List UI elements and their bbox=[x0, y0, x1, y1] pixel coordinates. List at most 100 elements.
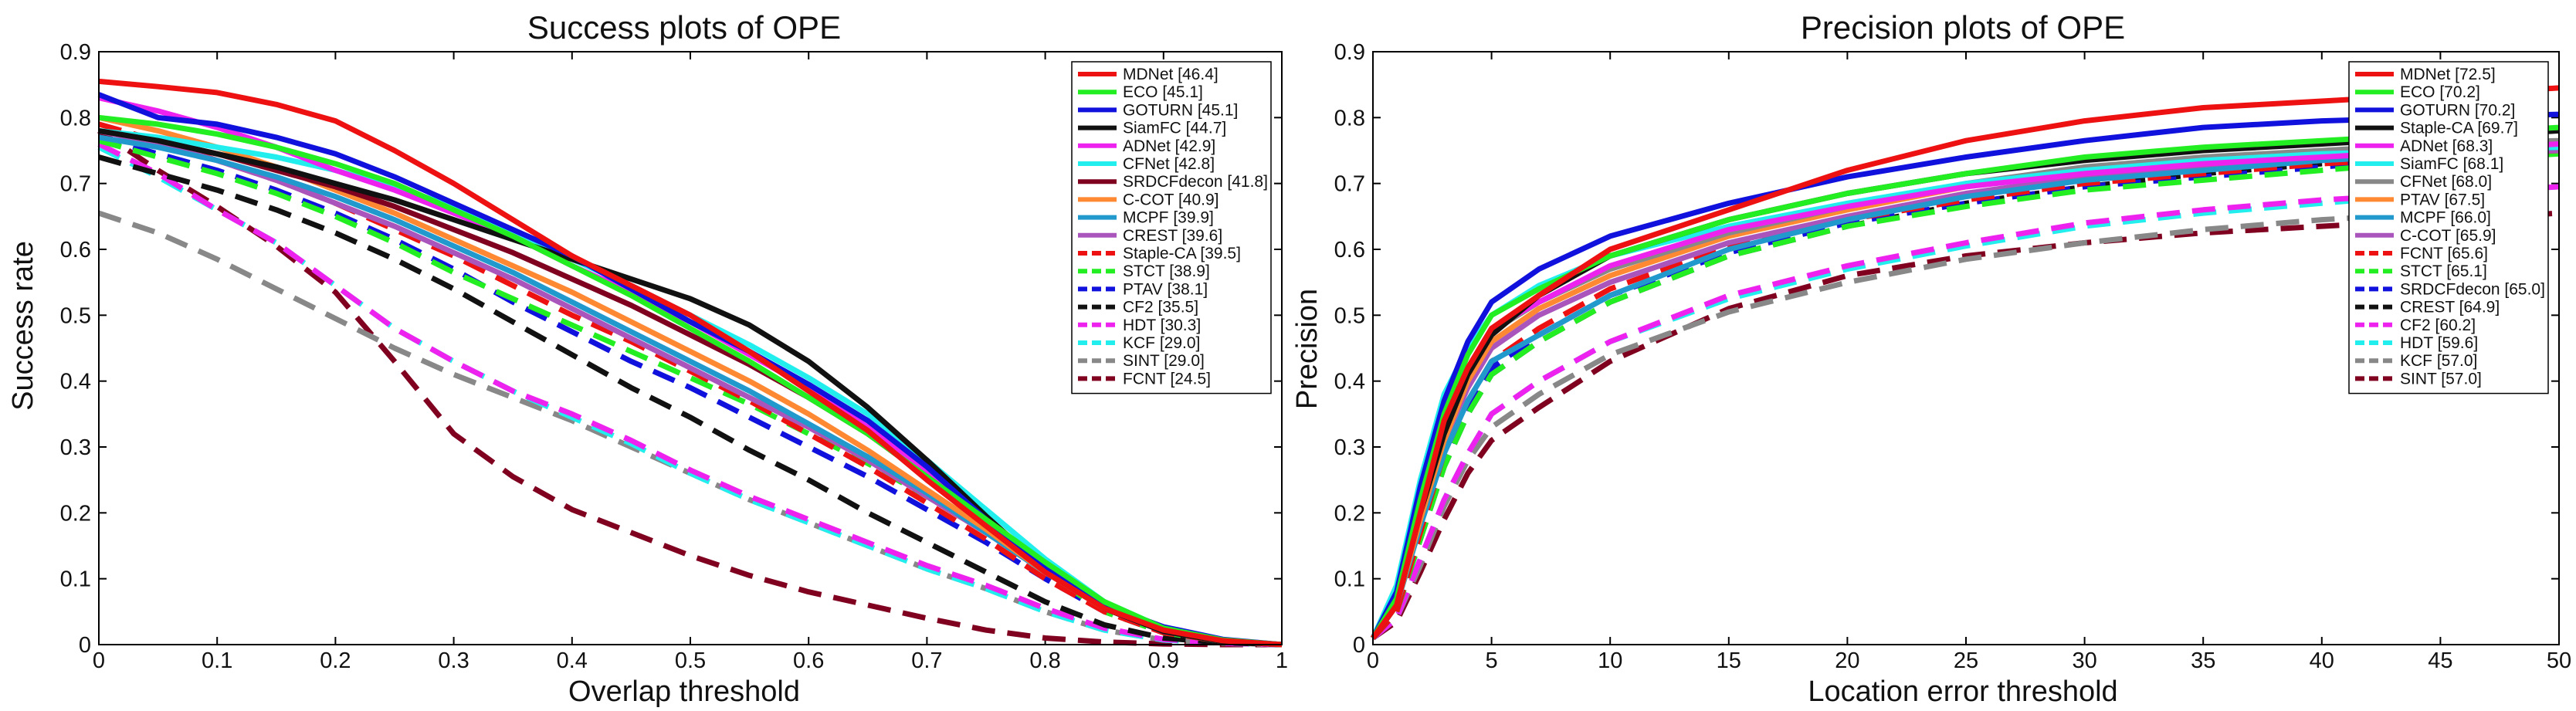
precision-series-line bbox=[1370, 111, 2560, 640]
precision-xtick-label: 0 bbox=[1367, 648, 1379, 673]
precision-legend-label: HDT [59.6] bbox=[2400, 334, 2478, 352]
success-xtick-label: 0.1 bbox=[202, 648, 232, 673]
success-legend-label: GOTURN [45.1] bbox=[1123, 101, 1238, 119]
precision-legend-label: SiamFC [68.1] bbox=[2400, 155, 2503, 173]
success-legend-label: MCPF [39.9] bbox=[1123, 209, 1214, 227]
precision-series-line bbox=[1371, 85, 2560, 640]
success-series-line bbox=[97, 128, 1282, 648]
precision-legend-label: CF2 [60.2] bbox=[2400, 317, 2476, 334]
success-ytick-label: 0.4 bbox=[60, 370, 91, 394]
success-legend-label: CF2 [35.5] bbox=[1123, 299, 1198, 317]
precision-legend-label: MDNet [72.5] bbox=[2400, 66, 2496, 83]
success-xtick-label: 0 bbox=[93, 648, 105, 673]
success-legend-box bbox=[1071, 61, 1272, 394]
success-xtick-label: 0.2 bbox=[320, 648, 351, 673]
success-ytick-label: 0.6 bbox=[60, 238, 91, 262]
success-legend-label: ECO [45.1] bbox=[1123, 83, 1203, 101]
success-legend-label: Staple-CA [39.5] bbox=[1123, 245, 1241, 262]
precision-xtick-label: 45 bbox=[2428, 648, 2452, 673]
precision-xtick-label: 5 bbox=[1486, 648, 1498, 673]
precision-xtick-label: 10 bbox=[1598, 648, 1622, 673]
precision-ytick-label: 0.5 bbox=[1334, 303, 1365, 328]
success-xtick-label: 0.6 bbox=[793, 648, 824, 673]
precision-plot-title: Precision plots of OPE bbox=[1801, 9, 2125, 46]
success-xtick-label: 0.4 bbox=[557, 648, 588, 673]
success-legend-label: SiamFC [44.7] bbox=[1123, 120, 1226, 137]
precision-xtick-label: 25 bbox=[1954, 648, 1978, 673]
success-legend-label: ADNet [42.9] bbox=[1123, 137, 1215, 155]
precision-xtick-label: 20 bbox=[1835, 648, 1859, 673]
success-ytick-label: 0.7 bbox=[60, 172, 91, 197]
precision-plot-xlabel: Location error threshold bbox=[1808, 675, 2117, 708]
precision-xtick-label: 30 bbox=[2072, 648, 2096, 673]
success-legend-label: FCNT [24.5] bbox=[1123, 370, 1211, 388]
precision-plot-curves bbox=[1370, 85, 2560, 641]
success-legend-label: STCT [38.9] bbox=[1123, 262, 1210, 280]
precision-legend-label: CREST [64.9] bbox=[2400, 299, 2500, 317]
success-series-line bbox=[98, 78, 1283, 648]
success-series-line bbox=[98, 114, 1283, 648]
success-legend-label: SRDCFdecon [41.8] bbox=[1123, 173, 1268, 191]
precision-ytick-label: 0.8 bbox=[1334, 106, 1365, 130]
precision-series-line bbox=[1371, 184, 2560, 641]
success-legend-label: MDNet [46.4] bbox=[1123, 66, 1219, 83]
precision-ytick-label: 0 bbox=[1353, 633, 1365, 658]
success-plot-ticks: 0 0.1 0.2 0.3 0.4 0.5 0.6 0.7 0.8 0.9 1 0 0.1 0.2 0.3 0… bbox=[60, 40, 1288, 673]
success-series-line bbox=[97, 141, 1283, 648]
success-plot-axes bbox=[98, 51, 1283, 645]
success-xtick-label: 1 bbox=[1276, 648, 1288, 673]
success-series-line bbox=[97, 92, 1283, 648]
precision-ytick-label: 0.3 bbox=[1334, 435, 1365, 460]
precision-legend-label: PTAV [67.5] bbox=[2400, 191, 2485, 208]
success-legend-label: C-COT [40.9] bbox=[1123, 191, 1219, 208]
success-ytick-label: 0.8 bbox=[60, 106, 91, 130]
success-legend-label: KCF [29.0] bbox=[1123, 334, 1200, 352]
success-series-line bbox=[98, 121, 1283, 648]
success-plot-ylabel: Success rate bbox=[7, 241, 39, 411]
precision-ytick-label: 0.1 bbox=[1334, 567, 1365, 592]
precision-xtick-label: 50 bbox=[2547, 648, 2571, 673]
precision-legend-label: STCT [65.1] bbox=[2400, 262, 2487, 280]
precision-legend-label: ADNet [68.3] bbox=[2400, 137, 2493, 155]
precision-series-line bbox=[1371, 151, 2560, 640]
success-legend-label: CREST [39.6] bbox=[1123, 227, 1222, 245]
success-ytick-label: 0.3 bbox=[60, 435, 91, 460]
success-plot: Success plots of OPE Overlap threshold S… bbox=[7, 9, 1288, 708]
success-plot-legend: MDNet [46.4]ECO [45.1]GOTURN [45.1]SiamF… bbox=[1071, 61, 1272, 394]
success-ytick-label: 0.5 bbox=[60, 303, 91, 328]
success-legend-label: SINT [29.0] bbox=[1123, 352, 1205, 370]
precision-legend-label: SRDCFdecon [65.0] bbox=[2400, 280, 2545, 298]
precision-plot: Precision plots of OPE Location error th… bbox=[1291, 9, 2571, 708]
precision-plot-ticks: 0 5 10 15 20 25 30 35 40 45 50 0 0.1 0.2 0.3 0.4 0.5 0.6 0… bbox=[1334, 40, 2571, 673]
success-plot-curves bbox=[97, 78, 1283, 648]
precision-xtick-label: 35 bbox=[2191, 648, 2215, 673]
precision-ytick-label: 0.2 bbox=[1334, 501, 1365, 526]
precision-ytick-label: 0.4 bbox=[1334, 370, 1365, 394]
success-xtick-label: 0.8 bbox=[1029, 648, 1060, 673]
success-xtick-label: 0.5 bbox=[675, 648, 706, 673]
precision-plot-axes bbox=[1372, 51, 2560, 645]
precision-xtick-label: 15 bbox=[1717, 648, 1741, 673]
success-legend-label: HDT [30.3] bbox=[1123, 317, 1201, 334]
precision-plot-ylabel: Precision bbox=[1291, 289, 1324, 409]
precision-legend-label: C-COT [65.9] bbox=[2400, 227, 2496, 245]
success-plot-xlabel: Overlap threshold bbox=[568, 675, 800, 708]
success-xtick-label: 0.3 bbox=[438, 648, 469, 673]
precision-legend-box bbox=[2348, 61, 2549, 394]
precision-ytick-label: 0.7 bbox=[1334, 172, 1365, 197]
precision-series-line bbox=[1371, 144, 2560, 640]
precision-xtick-label: 40 bbox=[2310, 648, 2334, 673]
precision-legend-label: GOTURN [70.2] bbox=[2400, 101, 2515, 119]
precision-legend-label: SINT [57.0] bbox=[2400, 370, 2482, 388]
success-plot-title: Success plots of OPE bbox=[527, 9, 841, 46]
success-ytick-label: 0 bbox=[79, 633, 91, 658]
success-xtick-label: 0.9 bbox=[1148, 648, 1179, 673]
success-xtick-label: 0.7 bbox=[911, 648, 942, 673]
success-series-line bbox=[98, 154, 1283, 648]
success-legend-label: CFNet [42.8] bbox=[1123, 155, 1215, 173]
precision-legend-label: FCNT [65.6] bbox=[2400, 245, 2488, 262]
precision-ytick-label: 0.9 bbox=[1334, 40, 1365, 65]
precision-legend-label: ECO [70.2] bbox=[2400, 83, 2480, 101]
success-series-line bbox=[98, 134, 1283, 648]
